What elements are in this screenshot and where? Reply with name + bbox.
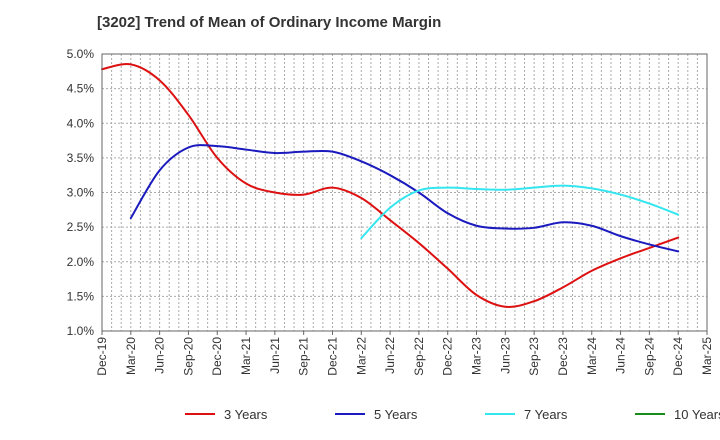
y-tick-label: 5.0% <box>67 47 95 61</box>
legend-label-3-years: 3 Years <box>224 407 268 422</box>
x-tick-label: Sep-23 <box>527 337 541 376</box>
x-tick-label: Dec-20 <box>210 337 224 376</box>
y-tick-label: 3.0% <box>67 186 95 200</box>
y-tick-label: 3.5% <box>67 151 95 165</box>
x-tick-label: Dec-19 <box>95 337 109 376</box>
x-tick-label: Sep-21 <box>297 337 311 376</box>
x-tick-label: Mar-21 <box>239 337 253 375</box>
x-tick-label: Dec-23 <box>556 337 570 376</box>
plot-border <box>101 53 708 332</box>
plot-frame <box>101 53 708 332</box>
series-line-7-years <box>360 184 680 240</box>
y-tick-label: 2.0% <box>67 255 95 269</box>
y-tick-label: 4.5% <box>67 82 95 96</box>
x-axis-ticks: Dec-19 Mar-20 Jun-20 Sep-20 Dec-20 Mar-21 Jun-… <box>95 331 714 376</box>
y-tick-label: 4.0% <box>67 116 95 130</box>
x-tick-label: Jun-22 <box>383 337 397 374</box>
y-axis-ticks: 1.0% 1.5% 2.0% 2.5% 3.0% 3.5% 4.0% 4.5% 5.0% <box>67 47 95 338</box>
legend-label-7-years: 7 Years <box>524 407 568 422</box>
x-tick-label: Jun-23 <box>498 337 512 374</box>
x-tick-label: Jun-24 <box>614 337 628 374</box>
x-tick-label: Mar-23 <box>470 337 484 375</box>
y-tick-label: 1.0% <box>67 324 95 338</box>
series-line-5-years <box>129 144 680 253</box>
x-tick-label: Sep-20 <box>181 337 195 376</box>
x-tick-label: Dec-24 <box>671 337 685 376</box>
x-tick-label: Mar-22 <box>354 337 368 375</box>
legend: 3 Years 5 Years 7 Years 10 Years <box>185 407 720 422</box>
series-lines <box>101 63 680 308</box>
x-tick-label: Dec-21 <box>325 337 339 376</box>
x-tick-label: Sep-24 <box>642 337 656 376</box>
series-line-3-years <box>101 63 680 308</box>
x-tick-label: Dec-22 <box>441 337 455 376</box>
x-tick-label: Sep-22 <box>412 337 426 376</box>
x-tick-label: Jun-21 <box>268 337 282 374</box>
x-tick-label: Mar-24 <box>585 337 599 375</box>
legend-label-5-years: 5 Years <box>374 407 418 422</box>
legend-label-10-years: 10 Years <box>674 407 720 422</box>
x-tick-label: Jun-20 <box>153 337 167 374</box>
x-tick-label: Mar-20 <box>124 337 138 375</box>
x-tick-label: Mar-25 <box>700 337 714 375</box>
chart-title: [3202] Trend of Mean of Ordinary Income … <box>97 14 442 31</box>
y-tick-label: 1.5% <box>67 289 95 303</box>
y-tick-label: 2.5% <box>67 220 95 234</box>
